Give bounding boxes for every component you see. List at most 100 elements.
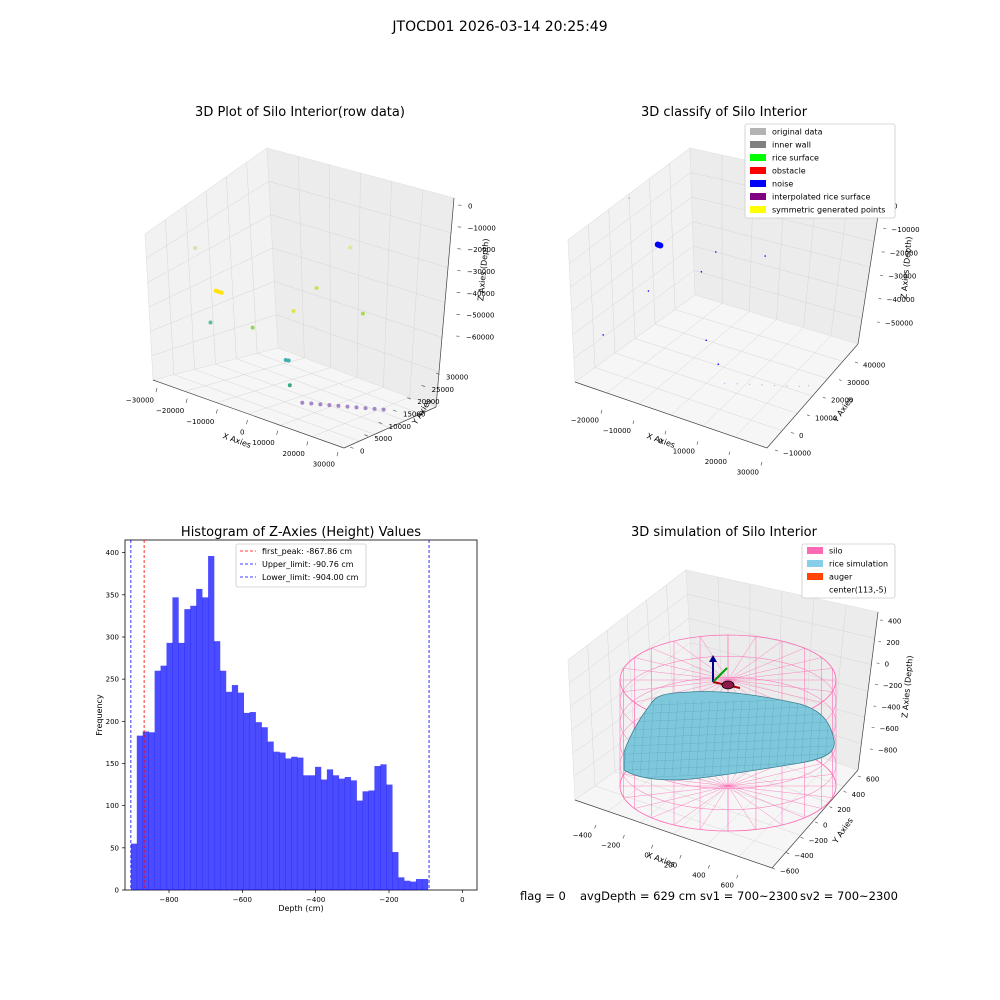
simulation-legend: silo rice simulation auger center(113,-5) <box>801 543 896 599</box>
classify-y-tick-label: 0 <box>799 432 803 440</box>
classify-plot-title: 3D classify of Silo Interior <box>641 105 808 120</box>
rice-mesh-line <box>727 699 735 776</box>
histogram-x-tick-label: 0 <box>460 896 464 904</box>
raw-x-tick-mark <box>246 419 248 425</box>
raw-data-point <box>360 311 365 316</box>
simulation-y-tick-mark <box>843 791 847 793</box>
simulation-title: 3D simulation of Silo Interior <box>631 525 818 540</box>
silo-spoke <box>727 774 833 787</box>
raw-data-point <box>291 309 296 314</box>
raw-y-tick-label: 25000 <box>432 386 454 394</box>
classified-data-point <box>705 339 707 342</box>
histogram-y-tick-label: 400 <box>106 549 119 557</box>
raw-x-tick-label: 0 <box>240 429 244 437</box>
raw-data-point <box>348 245 353 250</box>
classify-y-tick-mark <box>854 361 858 364</box>
histogram-bar <box>326 769 334 890</box>
raw-y-tick-mark <box>392 409 397 412</box>
rice-mesh-line <box>627 745 833 755</box>
classified-data-point <box>736 383 738 385</box>
rice-mesh-line <box>767 699 775 776</box>
classify-z-tick-label: −10000 <box>891 226 919 234</box>
histogram-bar <box>196 588 203 890</box>
raw-data-point <box>314 285 319 290</box>
histogram-bar <box>190 605 197 890</box>
silo-spoke <box>727 668 833 681</box>
legend-label: Lower_limit: -904.00 cm <box>262 573 359 582</box>
simulation-y-tick-mark <box>857 775 861 778</box>
rice-mesh-line <box>627 721 833 731</box>
panel-simulation-3d: 3D simulation of Silo Interior −400 −200 0… <box>567 525 915 890</box>
classify-z-tick-label: −50000 <box>885 320 913 328</box>
histogram-y-tick-label: 50 <box>110 844 119 852</box>
silo-spoke <box>634 679 729 703</box>
raw-z-tick-label: −30000 <box>467 268 495 276</box>
silo-spoke <box>727 636 757 681</box>
histogram-bar <box>225 691 233 890</box>
histogram-legend: first_peak: -867.86 cm Upper_limit: -90.7… <box>235 543 367 588</box>
raw-plot-title: 3D Plot of Silo Interior(row data) <box>195 105 405 120</box>
simulation-y-tick-label: 200 <box>837 806 850 814</box>
histogram-bar <box>285 758 292 890</box>
legend-label: inner wall <box>772 141 811 150</box>
silo-spoke <box>727 679 833 692</box>
histogram-y-tick-label: 0 <box>115 887 119 895</box>
rice-mesh-line <box>655 699 663 776</box>
legend-label: Upper_limit: -90.76 cm <box>262 560 354 569</box>
silo-spoke <box>727 785 783 826</box>
histogram-bar <box>172 597 179 890</box>
rice-mesh-line <box>735 699 743 776</box>
histogram-bar <box>279 752 286 890</box>
silo-spoke <box>727 785 822 809</box>
classified-data-point <box>723 382 726 385</box>
classify-z-label: Z Axies (Depth) <box>899 236 913 299</box>
raw-y-tick-mark <box>421 385 426 388</box>
classify-legend: original data inner wall rice surface obsta… <box>744 123 896 219</box>
classify-x-tick-mark <box>600 409 603 414</box>
raw-data-point <box>363 406 368 411</box>
raw-data-point <box>286 358 291 363</box>
raw-data-point <box>345 404 350 409</box>
rice-mesh-line <box>751 699 759 776</box>
panel-raw-3d-plot: 3D Plot of Silo Interior(row data) −3000… <box>126 105 496 469</box>
silo-spoke <box>727 785 805 819</box>
histogram-bar <box>208 556 215 890</box>
simulation-y-tick-label: 400 <box>852 791 865 799</box>
raw-x-tick-mark <box>306 441 309 446</box>
legend-label: silo <box>829 547 843 556</box>
histogram-bar <box>243 712 250 890</box>
silo-spoke <box>727 657 822 681</box>
classify-3d-box <box>567 147 883 449</box>
raw-x-tick-label: −30000 <box>126 397 154 405</box>
legend-swatch <box>750 180 766 187</box>
silo-spoke <box>727 647 805 681</box>
histogram-bar <box>249 712 256 890</box>
simulation-y-tick-label: −200 <box>809 837 828 845</box>
auger-y-arrow <box>712 667 728 683</box>
simulation-x-tick-label: 200 <box>664 862 677 870</box>
raw-data-point <box>300 400 305 405</box>
classify-x-tick-label: −20000 <box>571 417 599 425</box>
classified-data-point <box>748 383 751 386</box>
histogram-bar <box>214 641 221 890</box>
legend-label: rice simulation <box>829 560 888 569</box>
simulation-z-tick-label: −600 <box>880 725 899 733</box>
silo-spoke <box>651 785 729 819</box>
histogram-bar <box>154 670 161 890</box>
raw-x-tick-mark <box>155 387 158 393</box>
histogram-bar <box>202 597 209 890</box>
histogram-bar <box>303 775 310 890</box>
raw-data-point <box>309 401 314 406</box>
simulation-x-tick-label: −200 <box>601 842 620 850</box>
legend-swatch <box>807 560 823 567</box>
raw-y-tick-mark <box>364 434 368 437</box>
classified-data-point <box>717 363 720 365</box>
classify-x-tick-mark <box>664 430 667 435</box>
histogram-bar <box>273 751 280 890</box>
raw-y-tick-mark <box>407 397 411 400</box>
raw-data-point <box>372 406 377 411</box>
legend-label: center(113,-5) <box>829 586 887 595</box>
histogram-bar <box>291 756 298 890</box>
histogram-y-tick-label: 300 <box>106 633 119 641</box>
